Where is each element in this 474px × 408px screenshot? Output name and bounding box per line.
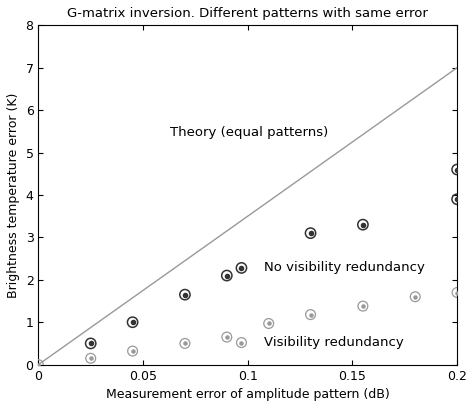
Point xyxy=(35,361,42,368)
Point xyxy=(307,311,314,318)
Point xyxy=(359,303,367,309)
Point xyxy=(307,230,314,236)
Text: No visibility redundancy: No visibility redundancy xyxy=(264,262,425,275)
Point xyxy=(359,222,367,228)
Point xyxy=(181,340,189,347)
Point xyxy=(237,339,245,346)
Point xyxy=(307,230,314,236)
Point xyxy=(265,320,273,327)
Point xyxy=(411,293,419,300)
Point xyxy=(35,361,42,368)
Point xyxy=(223,334,230,340)
Point xyxy=(87,355,94,361)
Point xyxy=(453,166,461,173)
Point xyxy=(129,348,137,354)
Point xyxy=(87,355,94,361)
Point xyxy=(129,348,137,354)
Point xyxy=(129,319,137,326)
Point xyxy=(453,166,461,173)
Point xyxy=(237,265,245,271)
Point xyxy=(181,291,189,298)
Point xyxy=(181,291,189,298)
Point xyxy=(87,340,94,347)
Point xyxy=(359,303,367,309)
Point xyxy=(181,340,189,347)
Point xyxy=(359,222,367,228)
Point xyxy=(223,272,230,279)
X-axis label: Measurement error of amplitude pattern (dB): Measurement error of amplitude pattern (… xyxy=(106,388,390,401)
Text: Theory (equal patterns): Theory (equal patterns) xyxy=(170,126,328,139)
Point xyxy=(411,293,419,300)
Point xyxy=(453,196,461,202)
Text: Visibility redundancy: Visibility redundancy xyxy=(264,336,404,349)
Point xyxy=(237,265,245,271)
Point xyxy=(453,196,461,202)
Point xyxy=(307,311,314,318)
Point xyxy=(453,289,461,296)
Point xyxy=(237,339,245,346)
Point xyxy=(453,289,461,296)
Point xyxy=(87,340,94,347)
Title: G-matrix inversion. Different patterns with same error: G-matrix inversion. Different patterns w… xyxy=(67,7,428,20)
Point xyxy=(265,320,273,327)
Point xyxy=(223,334,230,340)
Point xyxy=(223,272,230,279)
Point xyxy=(129,319,137,326)
Y-axis label: Brightness temperature error (K): Brightness temperature error (K) xyxy=(7,92,20,298)
